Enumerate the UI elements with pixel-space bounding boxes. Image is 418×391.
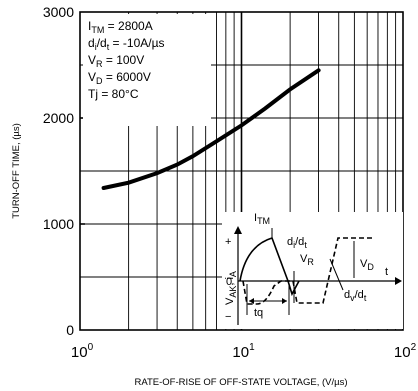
- inset-minus-label: −: [225, 311, 231, 323]
- label-main: V: [88, 70, 96, 84]
- current-waveform: [239, 237, 300, 297]
- inset-arrow-up: [234, 226, 242, 234]
- label-subscript: TM: [91, 25, 104, 35]
- label-main: I: [88, 19, 91, 33]
- inset-vak-label: VAK, iA: [224, 271, 238, 305]
- inset-t-label: t: [385, 266, 388, 278]
- label-middle: , i: [224, 277, 236, 286]
- condition-line: ITM = 2800A: [88, 19, 153, 35]
- label-rest: = -10A/µs: [109, 36, 164, 50]
- x-tick-label: 101: [232, 342, 255, 361]
- series-line: [101, 68, 321, 190]
- label-subscript: A: [228, 271, 238, 277]
- y-tick-label: 0: [66, 322, 74, 338]
- x-tick-base: 10: [71, 344, 88, 361]
- label-main: V: [88, 53, 96, 67]
- label-rest: = 80°C: [98, 87, 139, 101]
- label-rest: = 2800A: [104, 19, 152, 33]
- label-rest: = 6000V: [103, 70, 151, 84]
- label-middle: /d: [355, 289, 364, 301]
- dvdt-pointer: [329, 258, 344, 291]
- inset-waveform: ITM di/dt VR VD dv/dt VAK, iA tq t 0 + −: [222, 212, 403, 329]
- inset-frame: [222, 212, 403, 329]
- label-rest: = 100V: [103, 53, 145, 67]
- label-subscript: TM: [257, 216, 270, 226]
- y-tick-label: 1000: [43, 216, 74, 232]
- x-tick-exponent: 1: [249, 342, 255, 353]
- x-axis-label: RATE-OF-RISE OF OFF-STATE VOLTAGE, (V/µs…: [134, 377, 347, 388]
- inset-itm-label: ITM: [254, 212, 270, 226]
- inset-didt-label: di/dt: [287, 236, 307, 250]
- label-middle: /d: [97, 36, 107, 50]
- label-subscript: D: [96, 76, 103, 86]
- label-subscript: R: [96, 59, 103, 69]
- label-subscript: t: [304, 240, 307, 250]
- y-tick-label: 3000: [43, 4, 74, 20]
- condition-line: VD = 6000V: [88, 70, 151, 86]
- label-subscript: R: [307, 257, 314, 267]
- voltage-waveform: [242, 237, 373, 305]
- inset-tq-label: tq: [254, 307, 263, 319]
- label-main: Tj: [88, 87, 98, 101]
- label-main: V: [360, 258, 368, 270]
- label-main: V: [224, 297, 236, 305]
- x-tick-labels: 100 101 102: [71, 342, 417, 361]
- y-axis-label: TURN-OFF TIME, (µs): [11, 123, 22, 219]
- x-tick-base: 10: [232, 344, 249, 361]
- label-subscript: i: [95, 42, 97, 52]
- inset-dvdt-label: dv/dt: [344, 289, 367, 303]
- label-subscript: D: [367, 262, 374, 272]
- label-middle: /d: [295, 236, 304, 248]
- x-tick-label: 100: [71, 342, 94, 361]
- inset-zero-label: 0: [226, 276, 232, 288]
- conditions-box-bg: [83, 14, 211, 126]
- x-tick-label: 102: [394, 342, 417, 361]
- y-tick-labels: 0 1000 2000 3000: [43, 4, 74, 338]
- condition-line: di/dt = -10A/µs: [88, 36, 165, 52]
- label-main: d: [88, 36, 95, 50]
- label-main: V: [300, 253, 308, 265]
- inset-arrow-right: [395, 277, 402, 285]
- label-subscript: t: [364, 293, 367, 303]
- label-main: d: [344, 289, 350, 301]
- inset-plus-label: +: [225, 236, 231, 248]
- inset-vr-label: VR: [300, 253, 314, 267]
- condition-line: Tj = 80°C: [88, 87, 139, 101]
- label-subscript: i: [293, 240, 295, 250]
- label-main: I: [254, 212, 257, 224]
- tq-arrow-left: [249, 298, 254, 304]
- label-main: d: [287, 236, 293, 248]
- data-points: [103, 70, 319, 189]
- condition-line: VR = 100V: [88, 53, 144, 69]
- label-subscript: AK: [228, 286, 238, 298]
- label-subscript: v: [350, 293, 355, 303]
- label-subscript: t: [107, 42, 110, 52]
- tq-arrow-right: [282, 298, 287, 304]
- y-tick-label: 2000: [43, 110, 74, 126]
- x-tick-exponent: 0: [88, 342, 94, 353]
- x-tick-exponent: 2: [411, 342, 417, 353]
- inset-vd-label: VD: [360, 258, 374, 272]
- plot-frame: [79, 11, 404, 331]
- x-tick-base: 10: [394, 344, 411, 361]
